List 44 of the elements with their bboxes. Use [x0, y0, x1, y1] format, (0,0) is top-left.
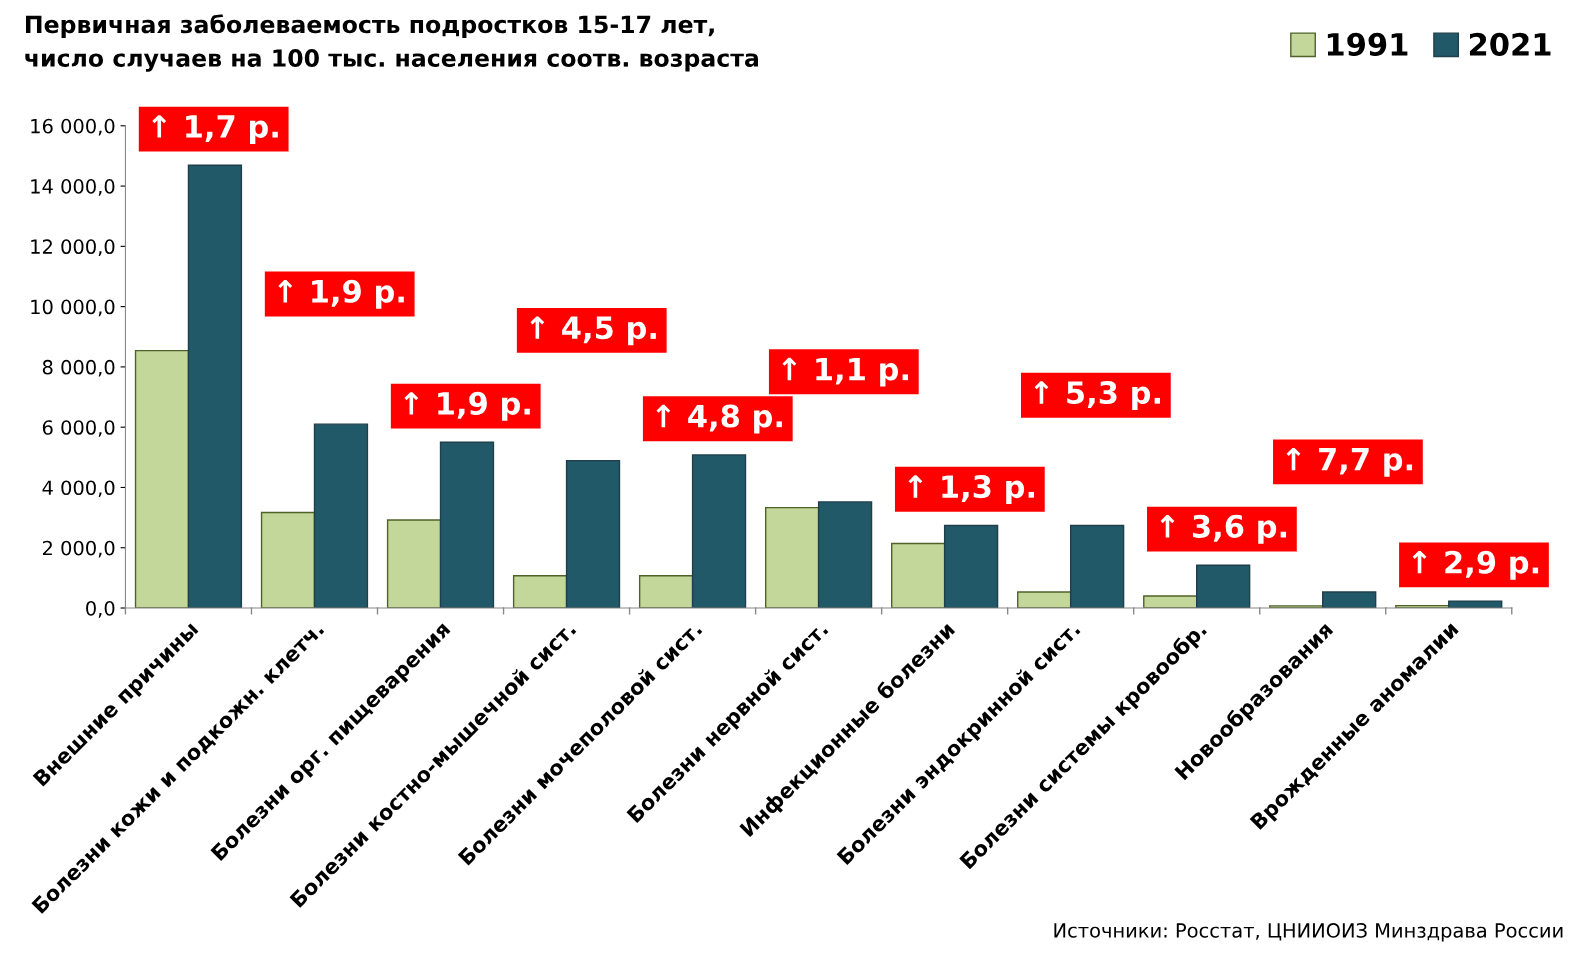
annotation: ↑ 3,6 р.	[1160, 514, 1287, 544]
text: Источники: Росстат, ЦНИИОИЗ Минздрава России	[1054, 923, 1563, 942]
bar	[134, 349, 190, 609]
annotation: ↑ 1,9 р.	[278, 279, 404, 309]
bar	[943, 524, 999, 609]
bar	[187, 164, 243, 609]
annotation: ↑ 2,9 р.	[1412, 550, 1539, 580]
y-tick-label: 0,0	[86, 600, 115, 618]
annotation: ↑ 1,9 р.	[404, 391, 530, 421]
bar	[565, 459, 621, 609]
annotation: ↑ 1,7 р.	[152, 115, 278, 144]
y-tick-label: 12 000,0	[31, 239, 115, 256]
y-tick-label: 2 000,0	[42, 540, 115, 558]
bar	[638, 575, 694, 609]
annotation: ↑ 7,7 р.	[1286, 447, 1413, 477]
legend-label: 2021	[1469, 32, 1551, 56]
bar	[1069, 524, 1125, 609]
y-tick-label: 4 000,0	[42, 480, 115, 498]
y-tick-label: 14 000,0	[31, 179, 115, 196]
annotation: ↑ 4,8 р.	[656, 404, 782, 434]
annotation: ↑ 1,1 р.	[782, 357, 908, 387]
y-tick-label: 6 000,0	[42, 420, 115, 437]
bar	[512, 575, 568, 609]
bar	[891, 542, 946, 609]
bar	[313, 423, 369, 609]
bar	[691, 454, 747, 609]
bar	[1322, 591, 1377, 609]
bar	[817, 501, 873, 609]
bar	[1196, 564, 1251, 609]
bar	[764, 506, 820, 609]
y-tick-label: 16 000,0	[31, 118, 115, 136]
bar	[1017, 591, 1072, 609]
bar	[1143, 595, 1198, 609]
legend-label: 1991	[1327, 32, 1408, 56]
y-tick-label: 8 000,0	[42, 359, 115, 377]
annotation: ↑ 1,3 р.	[908, 475, 1034, 505]
bar	[386, 519, 442, 609]
annotation: ↑ 5,3 р.	[1034, 380, 1160, 411]
chart-title: Первичная заболеваемость подростков 15-17 лет, число случаев на 100 тыс. населения соотв. возраста	[25, 14, 759, 72]
bar	[1448, 600, 1503, 609]
bar	[439, 441, 495, 609]
y-tick-label: 10 000,0	[31, 299, 115, 317]
bar	[260, 511, 316, 609]
annotation: ↑ 4,5 р.	[530, 316, 656, 346]
